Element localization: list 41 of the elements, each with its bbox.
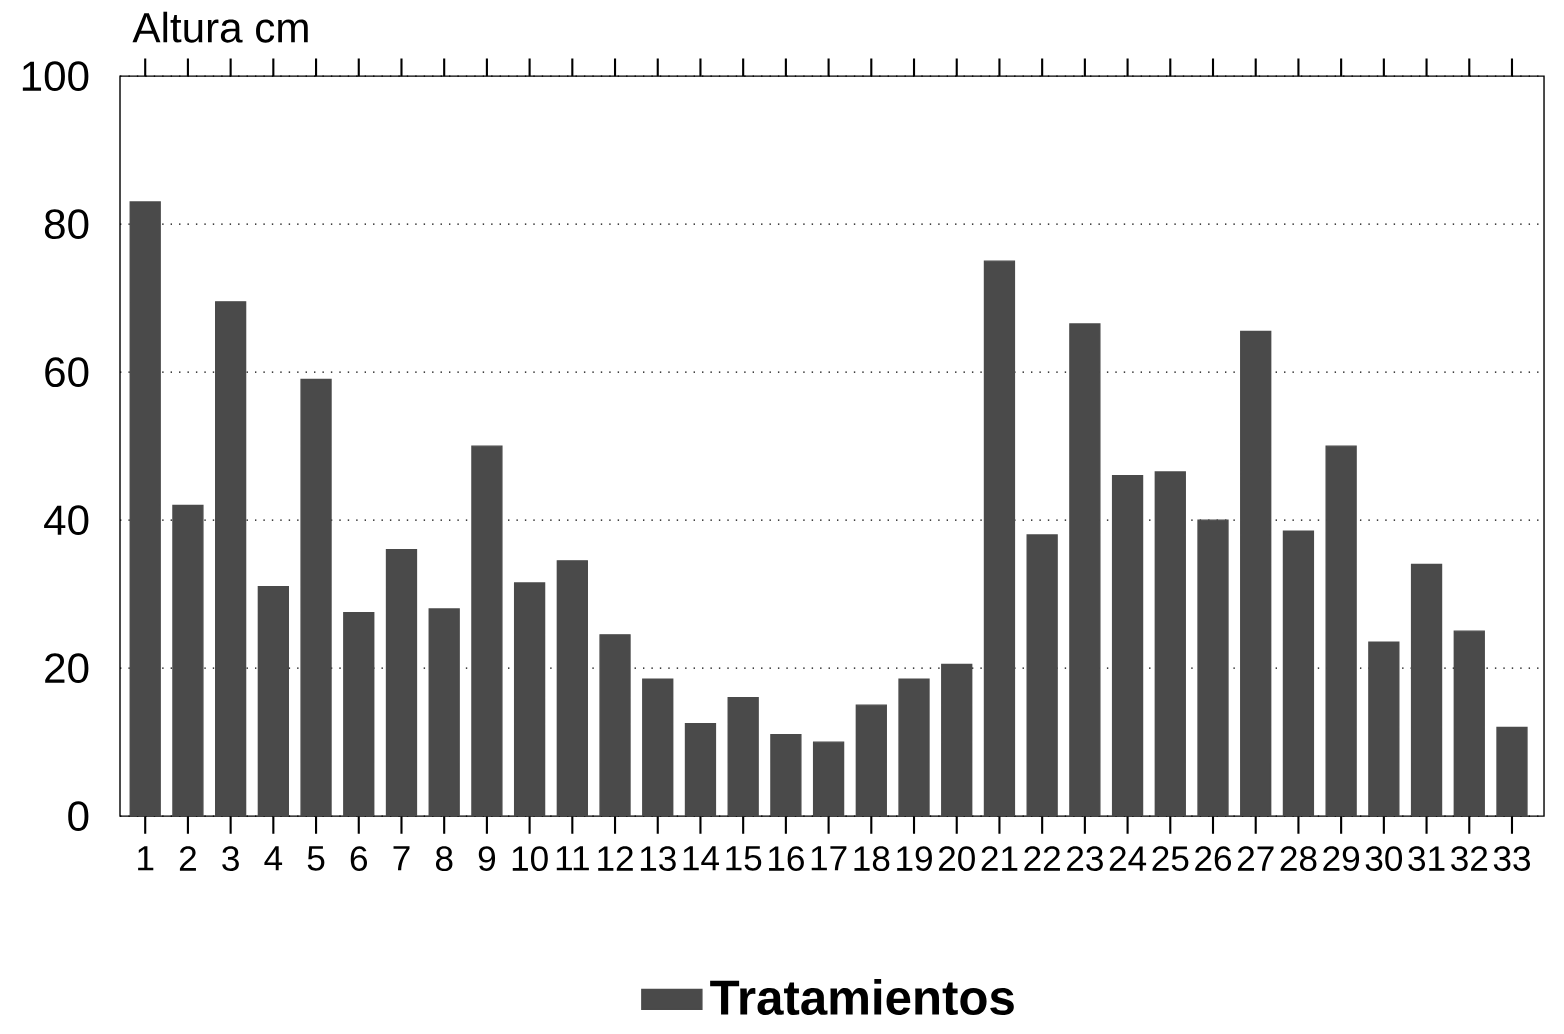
x-tick-label: 20 [938,846,975,872]
y-axis-title: Altura cm [132,11,308,43]
x-tick-label: 4 [264,846,283,871]
x-tick-label: 27 [1237,846,1274,871]
x-tick-label: 8 [435,846,453,872]
y-tick-label: 40 [44,505,89,536]
x-tick-label: 18 [854,846,890,872]
x-tick-label: 1 [138,846,154,871]
x-tick-label: 3 [222,846,239,872]
x-tick-label: 25 [1152,846,1189,872]
x-tick-label: 32 [1451,846,1488,872]
x-tick-label: 9 [478,846,496,872]
x-tick-label: 17 [811,846,847,871]
x-tick-label: 21 [981,846,1018,871]
x-tick-label: 11 [556,846,589,871]
x-tick-label: 24 [1109,846,1147,871]
y-tick-label: 20 [45,653,89,684]
x-tick-label: 12 [598,846,633,871]
x-tick-label: 26 [1195,846,1232,872]
x-tick-label: 5 [307,846,325,871]
x-tick-label: 16 [769,846,804,872]
x-tick-label: 19 [897,846,932,872]
x-tick-label: 28 [1280,846,1317,872]
x-tick-label: 30 [1365,846,1403,872]
y-tick-label: 60 [45,357,89,388]
y-tick-label: 0 [68,801,89,832]
legend-label: Tratamientos [710,978,1014,1016]
x-tick-label: 15 [726,846,762,871]
x-tick-label: 7 [393,846,410,871]
x-tick-label: 22 [1024,846,1060,871]
x-tick-label: 29 [1323,846,1360,872]
x-tick-label: 10 [512,846,548,872]
x-tick-label: 13 [640,846,676,872]
y-tick-label: 100 [22,61,89,92]
x-tick-label: 23 [1067,846,1103,872]
x-tick-label: 6 [350,846,368,872]
y-tick-label: 80 [44,209,89,240]
x-tick-label: 33 [1493,846,1530,872]
x-tick-label: 2 [179,846,196,871]
x-tick-label: 14 [683,846,719,871]
x-tick-label: 31 [1408,846,1445,872]
